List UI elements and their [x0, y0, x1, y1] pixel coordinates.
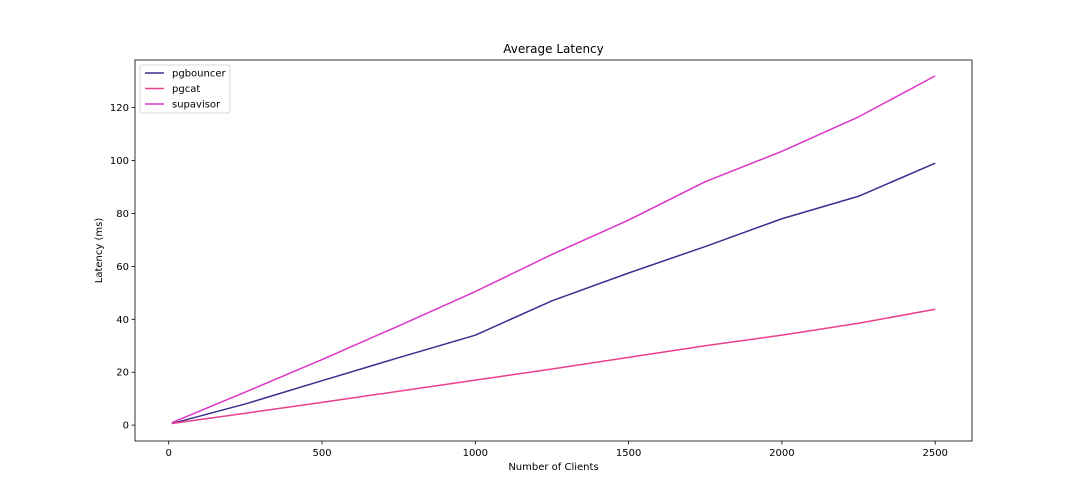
- y-tick-label: 60: [116, 262, 129, 273]
- plot-frame: [134, 59, 973, 442]
- legend-label-pgbouncer: pgbouncer: [172, 69, 226, 80]
- y-tick-label: 120: [110, 103, 129, 114]
- chart-title: Average Latency: [503, 42, 604, 56]
- y-tick-label: 20: [116, 368, 129, 379]
- series-line-pgcat: [171, 308, 936, 425]
- series-line-supavisor: [171, 75, 936, 424]
- x-tick-label: 0: [166, 448, 172, 459]
- y-tick-label: 80: [116, 209, 129, 220]
- legend-label-supavisor: supavisor: [172, 100, 221, 111]
- y-tick-label: 0: [123, 421, 129, 432]
- x-tick-label: 1500: [616, 448, 641, 459]
- y-tick-label: 40: [116, 315, 129, 326]
- legend-label-pgcat: pgcat: [172, 84, 200, 95]
- series-line-pgbouncer: [171, 162, 936, 425]
- y-axis-title: Latency (ms): [94, 218, 105, 284]
- x-tick-label: 2500: [922, 448, 947, 459]
- legend-box: [139, 64, 231, 114]
- legend: pgbouncer pgcat supavisor: [139, 64, 231, 114]
- x-tick-label: 2000: [769, 448, 794, 459]
- y-tick-label: 100: [110, 156, 129, 167]
- x-axis-title: Number of Clients: [508, 462, 598, 473]
- x-tick-label: 1000: [463, 448, 488, 459]
- x-tick-label: 500: [312, 448, 331, 459]
